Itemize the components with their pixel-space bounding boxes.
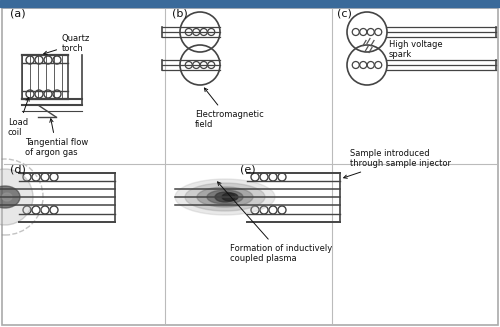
Ellipse shape: [175, 179, 275, 215]
Ellipse shape: [2, 193, 12, 201]
Text: (e): (e): [240, 165, 256, 175]
Text: (d): (d): [10, 165, 26, 175]
Ellipse shape: [222, 193, 238, 201]
Text: Quartz
torch: Quartz torch: [44, 34, 90, 54]
Text: (b): (b): [172, 9, 188, 19]
Text: (a): (a): [10, 9, 26, 19]
Ellipse shape: [197, 187, 253, 207]
Ellipse shape: [185, 183, 265, 211]
Text: Formation of inductively
coupled plasma: Formation of inductively coupled plasma: [218, 182, 332, 264]
Text: High voltage
spark: High voltage spark: [389, 40, 442, 60]
Text: Sample introduced
through sample injector: Sample introduced through sample injecto…: [344, 149, 451, 178]
Text: Collision-induced
ionization of argon: Collision-induced ionization of argon: [0, 326, 1, 327]
Ellipse shape: [0, 186, 20, 208]
Text: Tangential flow
of argon gas: Tangential flow of argon gas: [25, 119, 88, 157]
Text: Load
coil: Load coil: [8, 98, 29, 137]
Ellipse shape: [207, 190, 243, 204]
Ellipse shape: [215, 192, 235, 202]
Text: Electromagnetic
field: Electromagnetic field: [195, 88, 264, 129]
Text: (c): (c): [337, 9, 352, 19]
Circle shape: [0, 169, 33, 225]
Bar: [0, 0, 500, 7]
